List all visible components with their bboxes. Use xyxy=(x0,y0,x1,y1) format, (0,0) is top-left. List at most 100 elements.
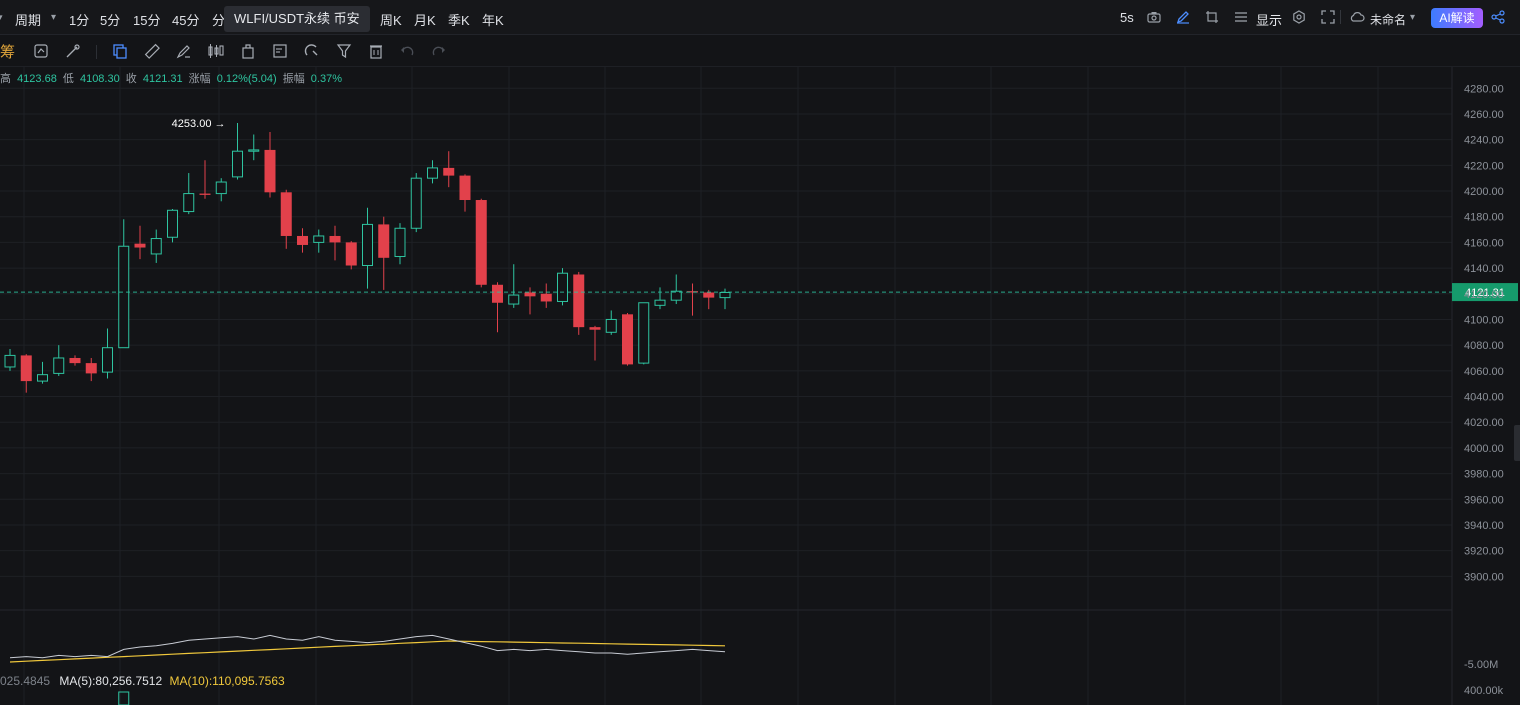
candle-body xyxy=(264,149,276,193)
candle-down xyxy=(589,325,601,361)
amplitude-label: 振幅 xyxy=(282,73,305,85)
candle-body xyxy=(378,224,390,258)
candle-body xyxy=(183,193,195,213)
candle-up xyxy=(37,361,48,384)
interval-45m[interactable]: 45分 xyxy=(172,13,200,28)
price-tick-label: 4000.00 xyxy=(1464,443,1504,455)
candle-body xyxy=(150,238,162,255)
price-tick-label: 4280.00 xyxy=(1464,83,1504,95)
candles-icon[interactable] xyxy=(207,42,225,60)
cloud-icon[interactable] xyxy=(1349,9,1365,25)
candle-up xyxy=(150,229,162,263)
candle-down xyxy=(524,287,536,315)
ohlc-legend: 高 4123.68 低 4108.30 收 4121.31 涨幅 0.12%(5… xyxy=(0,70,345,86)
bag-icon[interactable] xyxy=(239,42,257,60)
candle-up xyxy=(605,310,617,335)
price-tick-label: 4260.00 xyxy=(1464,109,1504,121)
low-value: 4108.30 xyxy=(79,73,120,85)
crosshair-pen-icon[interactable] xyxy=(64,42,82,60)
pencil-icon[interactable] xyxy=(1175,9,1191,25)
right-panel-toggle[interactable] xyxy=(1514,425,1520,461)
fullscreen-icon[interactable] xyxy=(1320,9,1336,25)
candle-up xyxy=(670,274,682,305)
crop-icon[interactable] xyxy=(1204,9,1220,25)
chart-grid xyxy=(0,67,1453,705)
candle-up xyxy=(53,345,65,376)
candle-body xyxy=(53,357,65,374)
candle-body xyxy=(589,327,601,330)
copy-icon[interactable] xyxy=(111,42,129,60)
chevron-down-icon[interactable]: ▾ xyxy=(51,12,57,23)
candle-up xyxy=(102,328,113,379)
change-label: 涨幅 xyxy=(188,73,211,85)
camera-icon[interactable] xyxy=(1146,9,1162,25)
undo-icon[interactable] xyxy=(398,42,416,60)
price-tick-label: 4200.00 xyxy=(1464,186,1504,198)
candle-up xyxy=(394,223,406,265)
candle-body xyxy=(297,235,308,245)
ruler-icon[interactable] xyxy=(143,42,161,60)
candle-up xyxy=(508,264,520,308)
magnet-icon[interactable] xyxy=(303,42,321,60)
price-tick-label: 3960.00 xyxy=(1464,494,1504,506)
candle-up xyxy=(248,134,260,161)
candle-up xyxy=(215,178,227,202)
last-price-label: 4121.31 xyxy=(1465,287,1505,299)
share-icon[interactable] xyxy=(1490,9,1506,25)
candle-up xyxy=(427,160,438,184)
candle-down xyxy=(85,357,97,382)
candle-body xyxy=(4,354,16,368)
volume-legend: 025.4845 MA(5):80,256.7512 MA(10):110,09… xyxy=(0,674,285,688)
candle-body xyxy=(654,299,666,306)
drawing-toolbar: 筹 xyxy=(0,35,1520,67)
interval-month[interactable]: 月K xyxy=(414,13,436,28)
candle-body xyxy=(85,363,97,374)
interval-1m[interactable]: 1分 xyxy=(69,13,90,28)
change-value: 0.12%(5.04) xyxy=(216,73,277,85)
period-selector[interactable]: 周期 xyxy=(15,13,42,28)
candle-body xyxy=(199,193,211,195)
ai-interpret-button[interactable]: AI解读 xyxy=(1431,8,1483,28)
price-tick-label: 3980.00 xyxy=(1464,469,1504,481)
candle-body xyxy=(37,374,48,382)
display-button[interactable]: 显示 xyxy=(1256,13,1283,28)
interval-year[interactable]: 年K xyxy=(482,13,504,28)
candle-body xyxy=(443,167,455,176)
filter-icon[interactable] xyxy=(335,42,353,60)
candle-down xyxy=(345,241,357,270)
interval-quarter[interactable]: 季K xyxy=(448,13,470,28)
candle-down xyxy=(573,271,585,335)
symbol-tooltip: WLFI/USDT永续 币安 xyxy=(224,6,370,32)
refresh-interval[interactable]: 5s xyxy=(1120,10,1134,25)
candle-up xyxy=(638,302,650,365)
chip-distribution-button[interactable]: 筹 xyxy=(0,44,16,61)
candle-body xyxy=(670,290,682,301)
interval-5m[interactable]: 5分 xyxy=(100,13,121,28)
candle-down xyxy=(280,189,292,249)
volume-tick-label: 400.00k xyxy=(1464,685,1504,697)
redo-icon[interactable] xyxy=(430,42,448,60)
price-tick-label: 4180.00 xyxy=(1464,212,1504,224)
candle-down xyxy=(69,355,81,366)
chevron-down-icon[interactable]: ▾ xyxy=(1410,12,1416,23)
indicator-icon[interactable] xyxy=(32,42,50,60)
list-icon[interactable] xyxy=(1233,9,1249,25)
candle-up xyxy=(4,348,16,371)
brush-icon[interactable] xyxy=(175,42,193,60)
trash-icon[interactable] xyxy=(367,42,385,60)
price-tick-label: 4060.00 xyxy=(1464,366,1504,378)
price-tick-label: 4220.00 xyxy=(1464,160,1504,172)
interval-week[interactable]: 周K xyxy=(380,13,402,28)
candle-body xyxy=(102,347,113,373)
candle-up xyxy=(183,173,195,215)
interval-partial[interactable]: 分 xyxy=(212,13,226,28)
candlestick-chart[interactable]: 4121.31 4280.00 4260.00 4240.00 4220.00 4200… xyxy=(0,67,1520,705)
candle-series xyxy=(4,122,731,393)
layout-name[interactable]: 未命名 xyxy=(1370,13,1407,27)
candle-body xyxy=(345,242,357,266)
candle-body xyxy=(573,274,585,328)
settings-icon[interactable] xyxy=(1291,9,1307,25)
interval-15m[interactable]: 15分 xyxy=(133,13,161,28)
chevron-down-icon[interactable]: ▾ xyxy=(0,12,3,22)
note-edit-icon[interactable] xyxy=(271,42,289,60)
